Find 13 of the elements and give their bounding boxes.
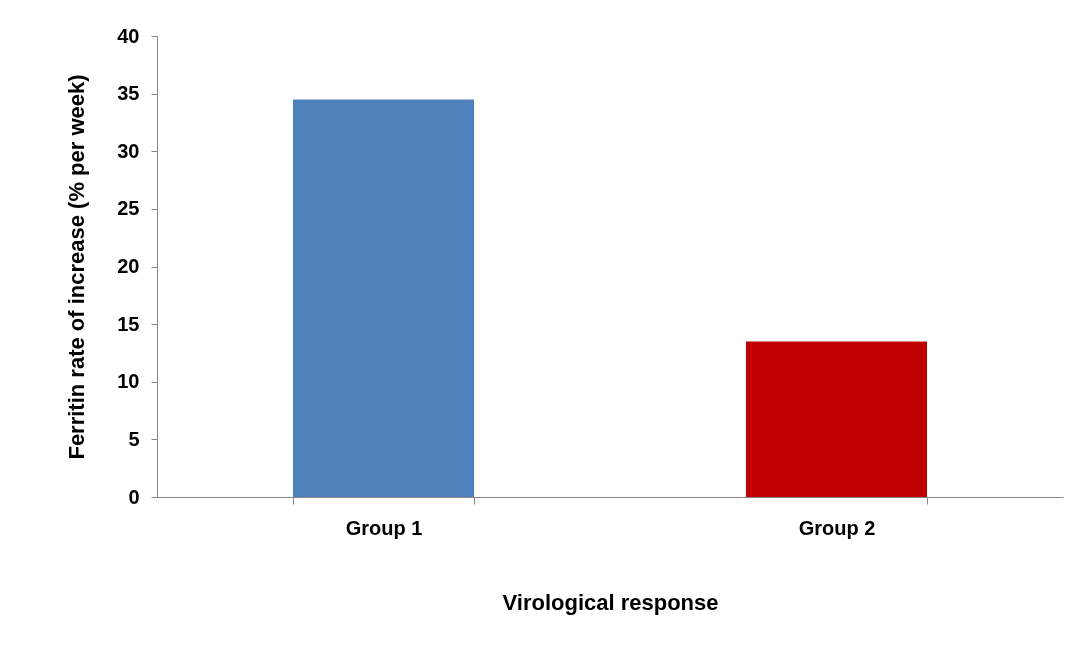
y-tick-label: 30 xyxy=(117,139,140,162)
y-tick-label: 15 xyxy=(117,312,140,335)
x-axis-title: Virological response xyxy=(502,589,719,615)
y-tick-label: 40 xyxy=(117,24,140,47)
y-tick-label: 5 xyxy=(128,427,140,450)
y-axis-title: Ferritin rate of increase (% per week) xyxy=(64,74,90,460)
y-tick-label: 35 xyxy=(117,82,140,105)
x-tick-label: Group 2 xyxy=(798,516,876,539)
x-tick-label: Group 1 xyxy=(345,516,423,539)
y-tick-label: 10 xyxy=(117,370,140,393)
y-tick-label: 20 xyxy=(117,255,140,277)
y-tick-label: 25 xyxy=(117,197,140,220)
y-tick-label: 0 xyxy=(128,485,140,508)
